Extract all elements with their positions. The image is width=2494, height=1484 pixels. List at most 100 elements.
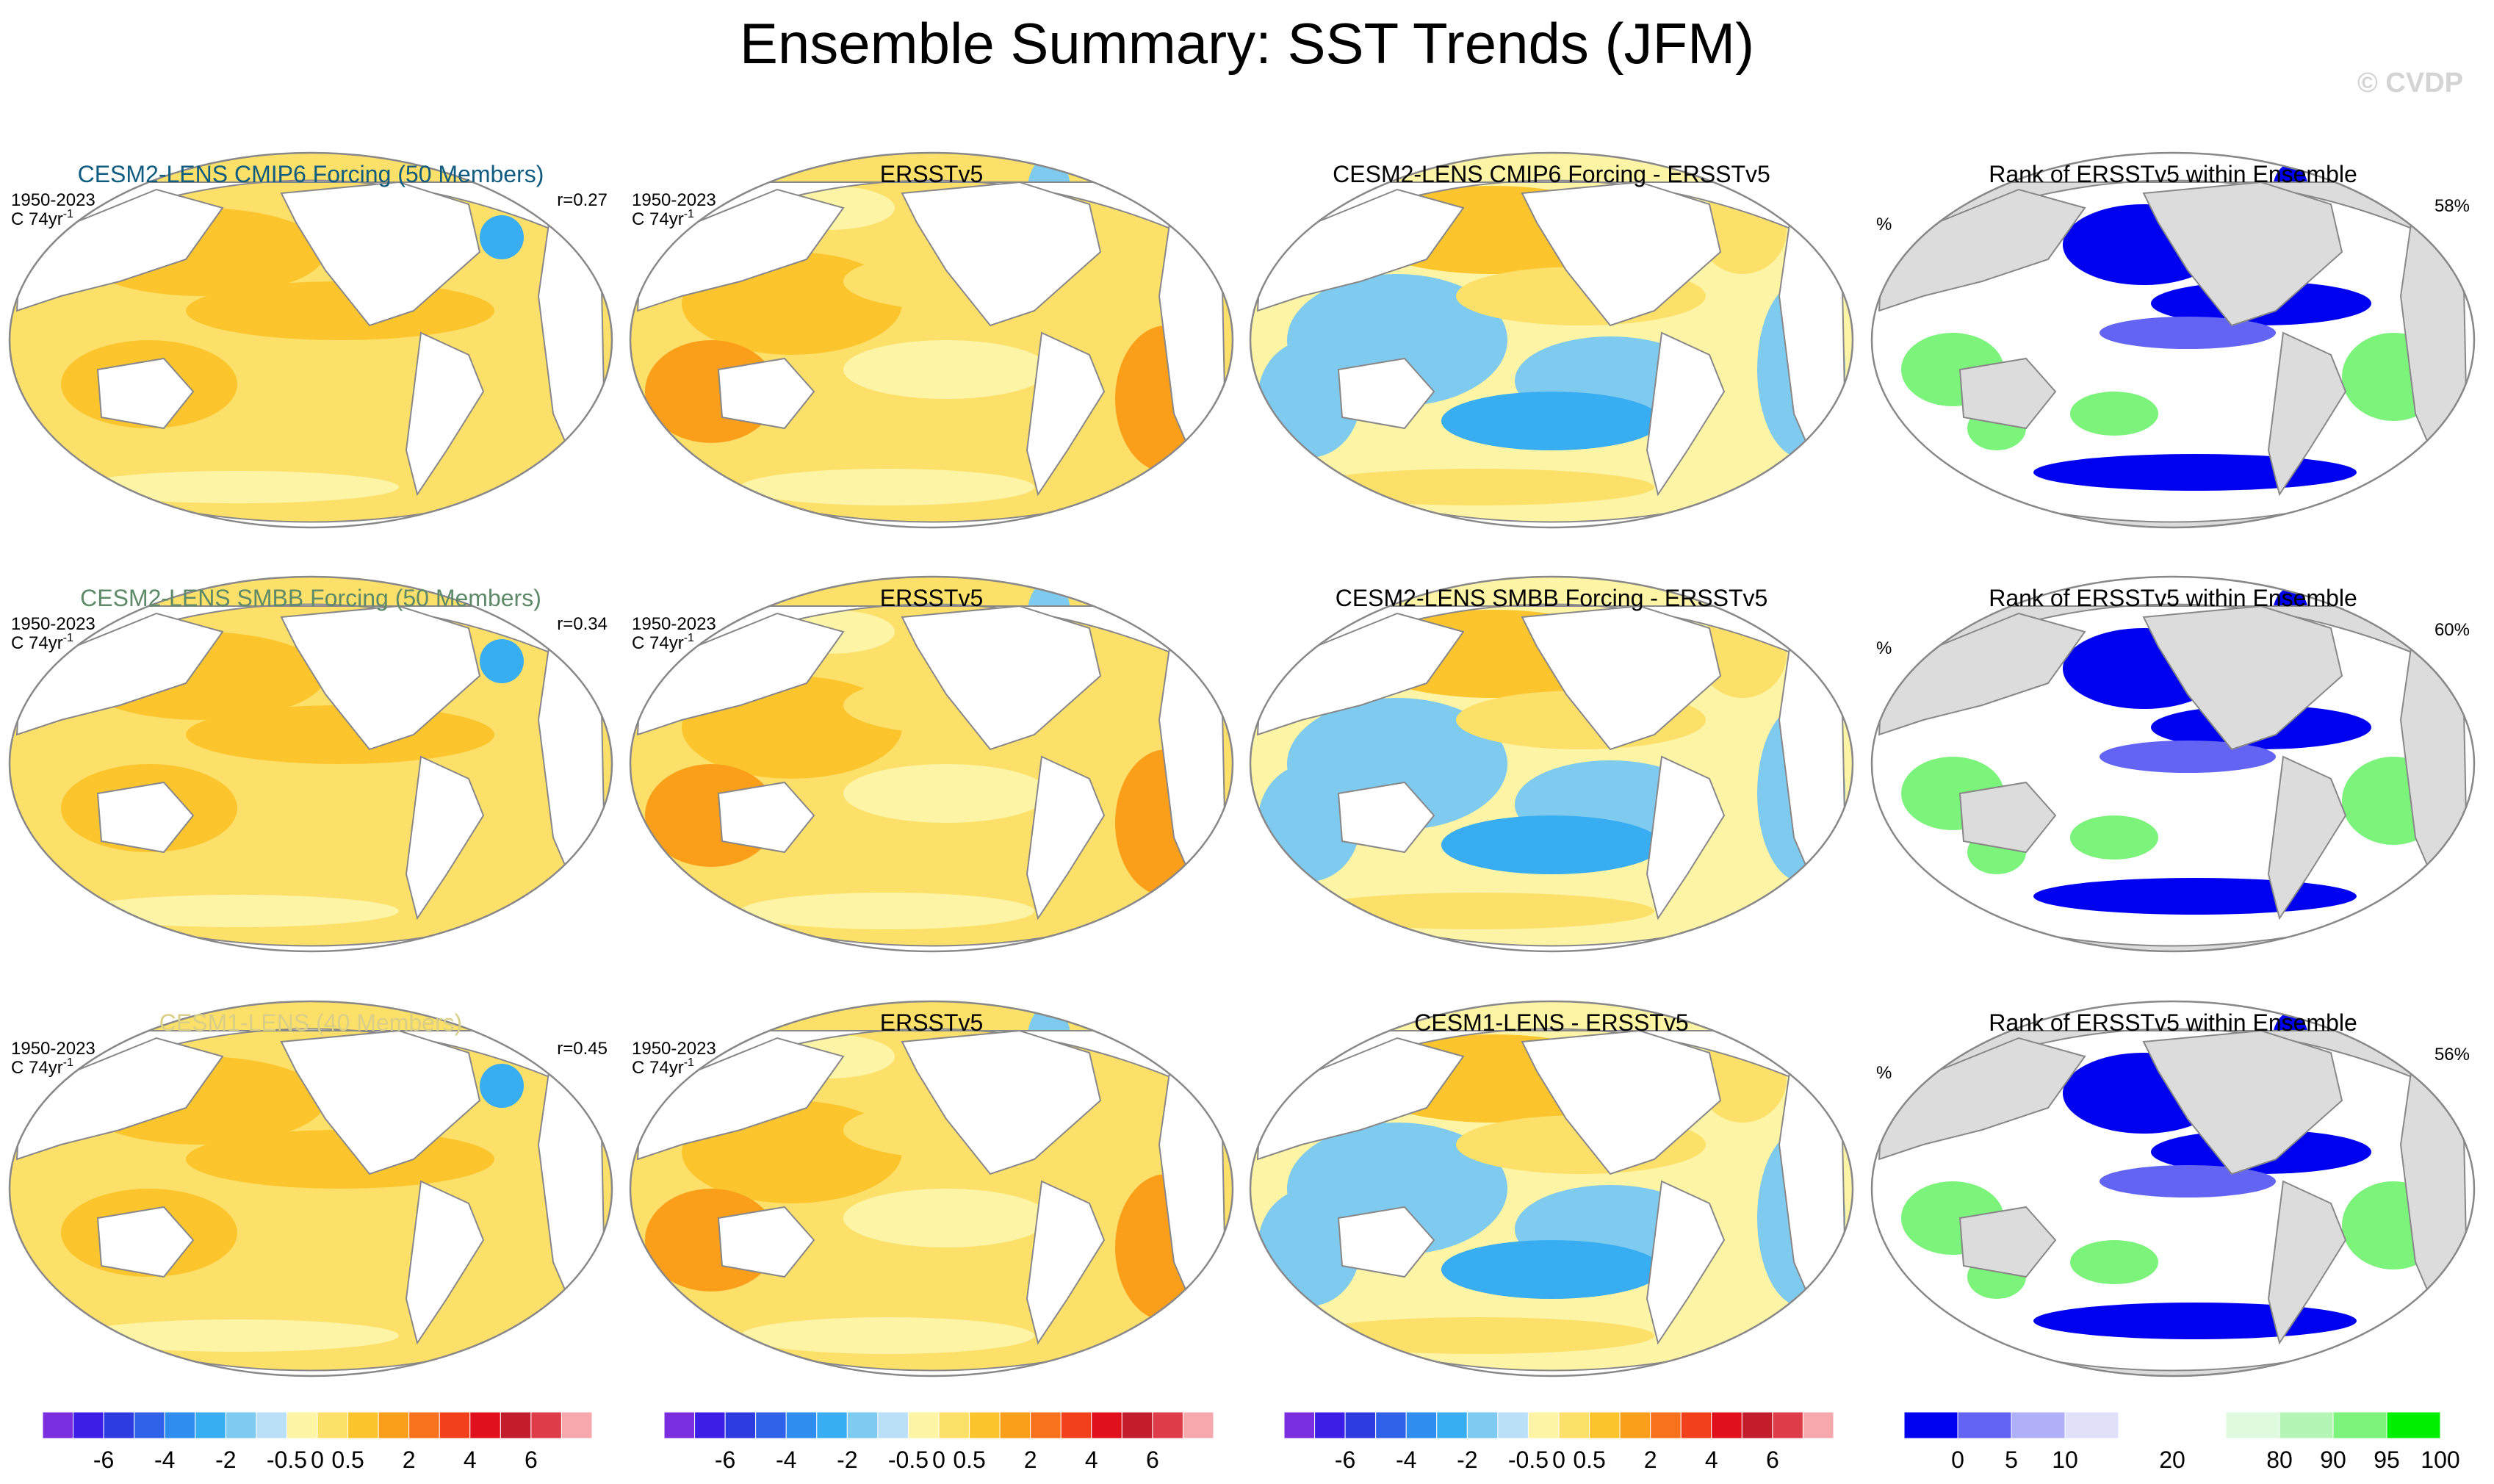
units-label: C 74yr-1 <box>632 208 694 229</box>
map-outline <box>1870 151 2476 529</box>
map-outline <box>629 575 1234 953</box>
colorbar-tick-label: 2 <box>403 1447 416 1473</box>
colorbar-swatch <box>1650 1411 1682 1439</box>
colorbar-swatch <box>999 1411 1031 1439</box>
colorbar-tick-label: 6 <box>1766 1447 1779 1473</box>
panel-title-obs: ERSSTv5 <box>880 161 983 187</box>
colorbar-tick-label: -0.5 <box>1508 1447 1549 1473</box>
colorbar-swatch <box>2386 1411 2441 1439</box>
copyright-label: © CVDP <box>2357 68 2463 98</box>
north-america-landmass <box>2142 605 2343 751</box>
trend-colorbar-2: -6 -4 -2 -0.5 0 0.5 2 4 6 <box>663 1411 1214 1473</box>
colorbar-tick-label: -4 <box>1396 1447 1416 1473</box>
australia-landmass <box>717 781 815 854</box>
south-america-landmass <box>1646 1180 1726 1345</box>
colorbar-tick-label: 80 <box>2266 1447 2293 1473</box>
period-label: 1950-2023 <box>632 190 716 210</box>
field-region-rank-5 <box>2070 1240 2158 1284</box>
field-region-ens-5 <box>134 852 399 896</box>
north-america-landmass <box>901 605 1102 751</box>
colorbar-swatch <box>225 1411 257 1439</box>
colorbar-swatch <box>1957 1411 2012 1439</box>
colorbar-swatch <box>561 1411 593 1439</box>
map-outline <box>1870 575 2476 953</box>
north-america-landmass <box>901 181 1102 327</box>
map-field-obs-row3 <box>630 1001 1233 1376</box>
colorbar-tick-label: 10 <box>2052 1447 2078 1473</box>
colorbar-swatch <box>1741 1411 1773 1439</box>
field-region-rank-6 <box>2033 878 2357 915</box>
colorbar-swatch <box>2064 1411 2119 1439</box>
rank-units-label: % <box>1876 638 1892 658</box>
field-region-diff-4 <box>1441 1240 1662 1299</box>
north-america-landmass <box>280 1029 481 1175</box>
south-america-landmass <box>1026 755 1106 921</box>
units-label: C 74yr-1 <box>11 208 73 229</box>
panel-title-rank: Rank of ERSSTv5 within Ensemble <box>1989 1009 2357 1036</box>
main-title: Ensemble Summary: SST Trends (JFM) <box>739 11 1755 76</box>
field-region-rank-6 <box>2033 1303 2357 1339</box>
colorbar-tick-label: -6 <box>93 1447 114 1473</box>
panel-title-ens: CESM2-LENS SMBB Forcing (50 Members) <box>80 585 541 611</box>
map-outline <box>1870 1000 2476 1377</box>
rank-units-label: % <box>1876 215 1892 234</box>
colorbar-swatch <box>1152 1411 1183 1439</box>
australia-landmass <box>1958 1206 2057 1278</box>
asia-landmass <box>1878 612 2086 736</box>
colorbar-swatch <box>663 1411 696 1439</box>
panel-rank-row2: Rank of ERSSTv5 within Ensemble% 60% <box>1870 575 2476 953</box>
colorbar-tick-label: -6 <box>1335 1447 1355 1473</box>
field-region-obs-8 <box>740 469 1034 505</box>
colorbar-tick-label: 90 <box>2320 1447 2346 1473</box>
colorbar-swatch <box>1060 1411 1092 1439</box>
north-america-landmass <box>2142 1029 2343 1175</box>
colorbar-swatch <box>256 1411 287 1439</box>
colorbar-tick-label: -4 <box>776 1447 796 1473</box>
period-label: 1950-2023 <box>11 1039 95 1059</box>
colorbar-tick-label: -0.5 <box>267 1447 307 1473</box>
colorbar-swatch <box>816 1411 848 1439</box>
south-america-landmass <box>1026 331 1106 497</box>
colorbar-tick-label: 20 <box>2159 1447 2185 1473</box>
colorbar-swatch <box>1121 1411 1153 1439</box>
period-label: 1950-2023 <box>11 190 95 210</box>
colorbar-swatch <box>439 1411 471 1439</box>
field-region-ens-6 <box>76 1319 399 1352</box>
panel-title-rank: Rank of ERSSTv5 within Ensemble <box>1989 585 2357 611</box>
north-america-landmass <box>2142 181 2343 327</box>
colorbar-swatch <box>2172 1411 2227 1439</box>
south-america-landmass <box>405 1180 485 1345</box>
map-field-diff-row1 <box>1250 153 1853 527</box>
map-field-diff-row2 <box>1250 577 1853 951</box>
colorbar-swatch <box>1802 1411 1834 1439</box>
south-america-landmass <box>405 331 485 497</box>
units-label: C 74yr-1 <box>11 1056 73 1078</box>
colorbar-swatch <box>469 1411 501 1439</box>
colorbar-swatch <box>694 1411 726 1439</box>
colorbar-swatch <box>1182 1411 1214 1439</box>
field-region-ens-5 <box>134 428 399 472</box>
australia-landmass <box>1337 781 1435 854</box>
field-region-diff-8 <box>1302 893 1654 929</box>
colorbar-swatch <box>846 1411 879 1439</box>
north-america-landmass <box>280 181 481 327</box>
field-region-diff-8 <box>1302 1317 1654 1354</box>
field-region-obs-7 <box>807 414 998 443</box>
map-field-obs-row1 <box>630 153 1233 527</box>
colorbar-swatch <box>1589 1411 1621 1439</box>
colorbar-tick-label: 5 <box>2005 1447 2018 1473</box>
colorbar-swatch <box>1375 1411 1407 1439</box>
colorbar-swatch <box>877 1411 909 1439</box>
period-label: 1950-2023 <box>632 614 716 634</box>
colorbar-tick-label: 0 <box>1951 1447 1964 1473</box>
field-region-diff-4 <box>1441 815 1662 874</box>
colorbar-tick-label: -0.5 <box>888 1447 929 1473</box>
panel-diff-row1: CESM2-LENS CMIP6 Forcing - ERSSTv5 <box>1249 151 1854 529</box>
trend-colorbar-3: -6 -4 -2 -0.5 0 0.5 2 4 6 <box>1283 1411 1834 1473</box>
field-region-diff-4 <box>1441 392 1662 450</box>
australia-landmass <box>96 1206 195 1278</box>
field-region-rank-5 <box>2070 815 2158 860</box>
